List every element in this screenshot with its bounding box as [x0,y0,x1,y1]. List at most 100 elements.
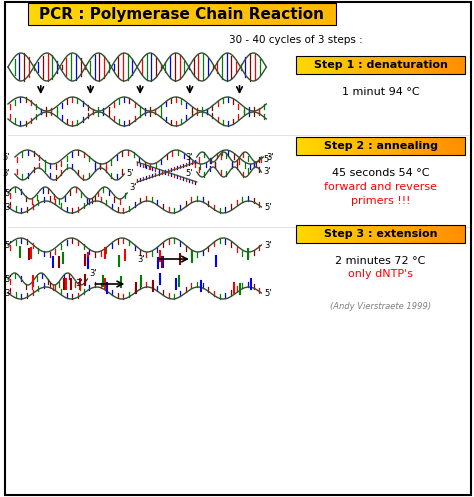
Bar [410,225,415,243]
Bar [427,225,432,243]
Text: 3': 3' [2,169,10,178]
Text: 5': 5' [264,202,272,212]
Text: 5': 5' [4,188,11,197]
Bar [452,56,457,74]
Bar [136,3,144,25]
Bar [423,137,428,155]
Bar [385,225,390,243]
Bar [456,56,461,74]
Bar [330,225,335,243]
Bar [393,56,398,74]
Text: Step 1 : denaturation: Step 1 : denaturation [314,60,447,70]
Bar [301,137,305,155]
Text: 5': 5' [4,274,11,283]
Bar [251,3,259,25]
Text: 5': 5' [126,169,134,178]
Text: 3': 3' [4,288,12,298]
Bar [334,56,339,74]
Bar [317,56,322,74]
Text: 5': 5' [185,169,193,178]
Bar [274,3,283,25]
Text: 5': 5' [2,153,10,162]
Bar [296,225,301,243]
Bar [66,3,74,25]
Text: PCR : Polymerase Chain Reaction: PCR : Polymerase Chain Reaction [39,6,324,21]
Bar [190,3,198,25]
Bar [393,225,398,243]
Bar [244,3,252,25]
Bar [368,225,373,243]
Bar [343,56,347,74]
Bar [431,225,436,243]
Bar [401,56,406,74]
Bar [355,225,360,243]
Bar [461,56,465,74]
Bar [330,137,335,155]
Bar [419,225,423,243]
Bar [368,137,373,155]
Bar [313,225,318,243]
Bar [355,137,360,155]
Bar [309,137,313,155]
Bar [197,3,205,25]
Text: 3': 3' [266,153,274,162]
Bar [401,225,406,243]
Text: 3': 3' [264,167,271,176]
Bar [444,225,449,243]
Bar [205,3,213,25]
Bar [296,137,465,155]
Bar [406,225,410,243]
Bar [174,3,182,25]
Bar [347,56,352,74]
Bar [309,56,313,74]
Bar [393,137,398,155]
Bar [364,225,368,243]
Bar [419,56,423,74]
Bar [297,3,306,25]
Bar [159,3,167,25]
Bar [376,56,381,74]
Bar [461,137,465,155]
Text: 2 minutes 72 °C: 2 minutes 72 °C [336,256,426,266]
Bar [410,56,415,74]
Bar [305,3,313,25]
Bar [313,3,321,25]
Bar [448,225,453,243]
Text: only dNTP's: only dNTP's [348,269,413,279]
Text: 30 - 40 cycles of 3 steps :: 30 - 40 cycles of 3 steps : [229,35,363,45]
Bar [376,137,381,155]
Text: 3': 3' [4,202,12,212]
Bar [43,3,52,25]
Bar [389,56,394,74]
Bar [351,56,356,74]
Bar [128,3,136,25]
Bar [381,137,385,155]
Bar [444,56,449,74]
Bar [290,3,298,25]
Bar [423,225,428,243]
Text: 5': 5' [264,288,272,298]
Bar [313,137,318,155]
Bar [321,137,326,155]
Bar [259,3,267,25]
Bar [320,3,328,25]
Bar [414,225,419,243]
Bar [398,225,402,243]
Text: 3': 3' [75,279,83,288]
Text: 5': 5' [4,241,11,249]
Bar [376,225,381,243]
Bar [338,56,343,74]
Bar [296,56,465,74]
Bar [228,3,236,25]
Bar [372,56,377,74]
Bar [36,3,44,25]
Bar [431,56,436,74]
Bar [398,56,402,74]
Bar [182,3,190,25]
Text: 3': 3' [137,254,145,263]
Bar [372,137,377,155]
Bar [381,56,385,74]
Bar [359,137,364,155]
Bar [296,56,301,74]
Bar [305,56,310,74]
